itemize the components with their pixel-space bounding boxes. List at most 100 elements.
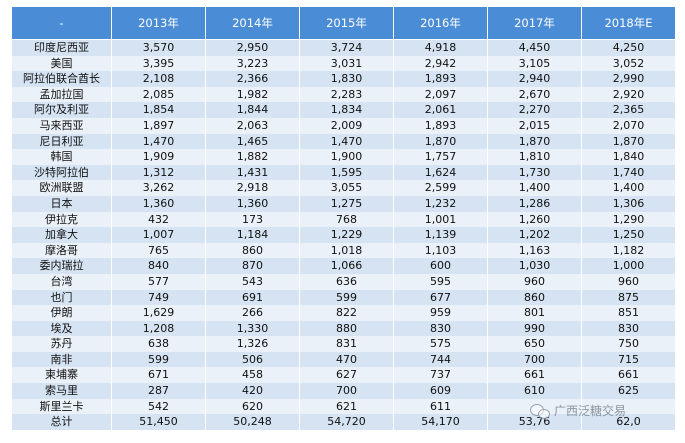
- value-cell: 3,105: [487, 55, 582, 72]
- value-cell: 4,918: [393, 39, 488, 56]
- value-cell: 1,290: [581, 211, 676, 228]
- value-cell: 2,365: [581, 102, 676, 118]
- country-cell: 印度尼西亚: [11, 39, 112, 56]
- value-cell: 1,202: [487, 227, 582, 243]
- value-cell: 595: [393, 273, 488, 290]
- value-cell: 2,015: [487, 117, 582, 134]
- value-cell: 575: [393, 336, 488, 352]
- value-cell: 671: [111, 367, 206, 384]
- value-cell: 1,470: [111, 133, 206, 150]
- country-cell: 苏丹: [11, 336, 112, 352]
- value-cell: 1,470: [299, 133, 394, 150]
- value-cell: 2,108: [111, 71, 206, 87]
- value-cell: 1,360: [111, 195, 206, 212]
- value-cell: 1,312: [111, 164, 206, 181]
- table-row: 欧洲联盟 3,262 2,918 3,055 2,599 1,400 1,400: [11, 180, 676, 196]
- value-cell: 1,163: [487, 242, 582, 259]
- value-cell: 1,629: [111, 305, 206, 321]
- value-cell: 621: [299, 398, 394, 415]
- value-cell: 1,208: [111, 320, 206, 337]
- value-cell: 715: [581, 351, 676, 368]
- table-row: 索马里 287 420 700 609 610 625: [11, 383, 676, 399]
- value-cell: 53,76: [487, 414, 582, 430]
- table-row: 马来西亚 1,897 2,063 2,009 1,893 2,015 2,070: [11, 117, 676, 134]
- value-cell: 765: [111, 242, 206, 259]
- value-cell: 1,757: [393, 149, 488, 165]
- value-cell: 691: [205, 289, 300, 306]
- country-cell: 阿尔及利亚: [11, 102, 112, 118]
- value-cell: 1,730: [487, 164, 582, 181]
- rice-import-table: -2013年 2014年 2015年 2016年 2017年 2018年E 印度尼西亚 3,…: [11, 6, 676, 430]
- value-cell: 1,465: [205, 133, 300, 150]
- country-cell: 也门: [11, 289, 112, 306]
- value-cell: 1,830: [299, 71, 394, 87]
- value-cell: 2,990: [581, 71, 676, 87]
- value-cell: 830: [393, 320, 488, 337]
- value-cell: 830: [581, 320, 676, 337]
- header-corner: -: [11, 6, 112, 40]
- value-cell: 1,900: [299, 149, 394, 165]
- value-cell: 638: [111, 336, 206, 352]
- value-cell: 1,982: [205, 86, 300, 103]
- table-row: 印度尼西亚 3,570 2,950 3,724 4,918 4,450 4,250: [11, 39, 676, 56]
- table-row: 尼日利亚 1,470 1,465 1,470 1,870 1,870 1,870: [11, 133, 676, 150]
- value-cell: 1,400: [487, 180, 582, 196]
- value-cell: 677: [393, 289, 488, 306]
- table-row: 沙特阿拉伯 1,312 1,431 1,595 1,624 1,730 1,740: [11, 164, 676, 181]
- value-cell: 750: [581, 336, 676, 352]
- value-cell: 4,450: [487, 39, 582, 56]
- value-cell: 860: [487, 289, 582, 306]
- value-cell: 1,139: [393, 227, 488, 243]
- value-cell: 599: [111, 351, 206, 368]
- table-row: 阿尔及利亚 1,854 1,844 1,834 2,061 2,270 2,365: [11, 102, 676, 118]
- value-cell: 1,431: [205, 164, 300, 181]
- value-cell: 960: [487, 273, 582, 290]
- header-year: 2018年E: [581, 6, 676, 40]
- value-cell: 1,260: [487, 211, 582, 228]
- value-cell: 661: [581, 367, 676, 384]
- value-cell: 3,031: [299, 55, 394, 72]
- value-cell: 54,170: [393, 414, 488, 430]
- header-year: 2016年: [393, 6, 488, 40]
- value-cell: 636: [299, 273, 394, 290]
- value-cell: 2,918: [205, 180, 300, 196]
- value-cell: 1,330: [205, 320, 300, 337]
- value-cell: 287: [111, 383, 206, 399]
- value-cell: [581, 398, 676, 415]
- value-cell: 1,624: [393, 164, 488, 181]
- header-row: -2013年 2014年 2015年 2016年 2017年 2018年E: [11, 6, 676, 40]
- value-cell: [487, 398, 582, 415]
- value-cell: 1,893: [393, 71, 488, 87]
- value-cell: 700: [299, 383, 394, 399]
- table-row: 也门 749 691 599 677 860 875: [11, 289, 676, 306]
- header-year: 2017年: [487, 6, 582, 40]
- table-row: 摩洛哥 765 860 1,018 1,103 1,163 1,182: [11, 242, 676, 259]
- table-row: 孟加拉国 2,085 1,982 2,283 2,097 2,670 2,920: [11, 86, 676, 103]
- value-cell: 432: [111, 211, 206, 228]
- value-cell: 1,810: [487, 149, 582, 165]
- value-cell: 2,085: [111, 86, 206, 103]
- value-cell: 749: [111, 289, 206, 306]
- value-cell: 1,066: [299, 258, 394, 274]
- value-cell: 620: [205, 398, 300, 415]
- value-cell: 2,940: [487, 71, 582, 87]
- value-cell: 62,0: [581, 414, 676, 430]
- value-cell: 1,909: [111, 149, 206, 165]
- table-row: 苏丹 638 1,326 831 575 650 750: [11, 336, 676, 352]
- value-cell: 831: [299, 336, 394, 352]
- value-cell: 1,893: [393, 117, 488, 134]
- value-cell: 1,229: [299, 227, 394, 243]
- value-cell: 4,250: [581, 39, 676, 56]
- value-cell: 2,920: [581, 86, 676, 103]
- value-cell: 2,070: [581, 117, 676, 134]
- value-cell: 2,061: [393, 102, 488, 118]
- value-cell: 1,882: [205, 149, 300, 165]
- country-cell: 台湾: [11, 273, 112, 290]
- value-cell: 1,184: [205, 227, 300, 243]
- table-row: 台湾 577 543 636 595 960 960: [11, 273, 676, 290]
- value-cell: 611: [393, 398, 488, 415]
- value-cell: 1,000: [581, 258, 676, 274]
- value-cell: 2,670: [487, 86, 582, 103]
- table-row: 南非 599 506 470 744 700 715: [11, 351, 676, 368]
